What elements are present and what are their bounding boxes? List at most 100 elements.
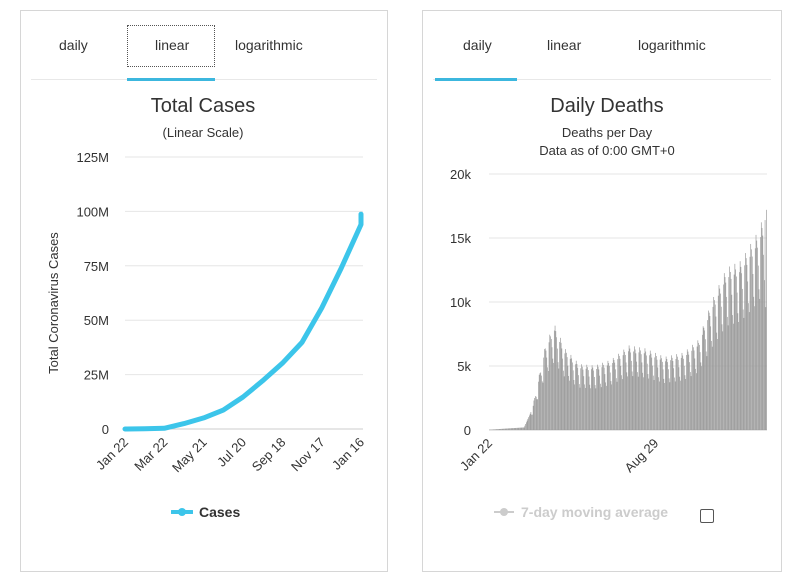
daily-deaths-bar (628, 345, 630, 430)
daily-deaths-bar (621, 379, 623, 430)
daily-deaths-bar (668, 378, 670, 430)
tab-linear[interactable]: linear (547, 37, 582, 53)
daily-deaths-bar (509, 428, 511, 430)
daily-deaths-bar (547, 367, 548, 430)
daily-deaths-bar (719, 288, 721, 430)
tab-linear[interactable]: linear (155, 37, 190, 53)
daily-deaths-bar (689, 362, 690, 430)
y-tick-label: 5k (457, 359, 471, 374)
daily-deaths-bar (598, 369, 600, 430)
daily-deaths-bar (556, 348, 558, 430)
daily-deaths-bar (521, 427, 523, 430)
y-tick-label: 50M (84, 313, 109, 328)
daily-deaths-bar (610, 381, 612, 430)
daily-deaths-bar (671, 355, 672, 430)
daily-deaths-bar (661, 358, 662, 430)
daily-deaths-bar (717, 339, 718, 430)
chart-title: Daily Deaths (550, 95, 663, 117)
daily-deaths-bar (577, 367, 579, 430)
x-tick-label: Nov 17 (288, 435, 328, 475)
daily-deaths-bar (725, 282, 727, 430)
tab-logarithmic[interactable]: logarithmic (638, 37, 706, 53)
daily-deaths-bar (569, 358, 571, 430)
daily-deaths-bar (649, 355, 650, 430)
daily-deaths-bar (750, 243, 752, 430)
daily-deaths-bar (565, 349, 566, 430)
daily-deaths-bar (677, 359, 679, 430)
daily-deaths-bar (757, 247, 758, 430)
daily-deaths-bar (566, 357, 568, 430)
daily-deaths-bar (507, 428, 509, 430)
daily-deaths-bar (649, 350, 651, 430)
daily-deaths-bar (550, 336, 551, 430)
daily-deaths-bar (513, 428, 514, 430)
daily-deaths-bar (735, 269, 736, 430)
daily-deaths-bar (578, 384, 580, 430)
daily-deaths-bar (608, 363, 610, 430)
daily-deaths-bar (596, 369, 597, 430)
daily-deaths-bar (717, 295, 719, 430)
daily-deaths-bar (594, 385, 596, 430)
daily-deaths-bar (512, 428, 514, 430)
daily-deaths-bar (671, 357, 673, 430)
daily-deaths-bar (715, 316, 717, 430)
daily-deaths-bar (558, 368, 560, 430)
daily-deaths-bar (655, 355, 657, 430)
daily-deaths-bar (701, 366, 702, 430)
daily-deaths-bar (702, 326, 704, 430)
daily-deaths-bar (628, 351, 629, 430)
daily-deaths-bar (740, 266, 742, 430)
daily-deaths-bar (556, 337, 557, 430)
chart-subtitle-date: Data as of 0:00 GMT+0 (539, 143, 674, 158)
daily-deaths-bar (747, 281, 749, 430)
tab-daily[interactable]: daily (59, 37, 88, 53)
daily-deaths-bar (751, 249, 752, 430)
y-tick-label: 0 (102, 422, 109, 437)
daily-deaths-bar (665, 361, 666, 430)
daily-deaths-bar (683, 358, 684, 430)
daily-deaths-bar (501, 428, 503, 430)
moving-average-checkbox[interactable] (700, 509, 714, 523)
daily-deaths-bar (500, 428, 502, 430)
daily-deaths-bar (570, 354, 572, 430)
daily-deaths-bar (546, 357, 548, 430)
daily-deaths-bar (615, 378, 617, 430)
total-cases-panel: daily linear logarithmic 0 25M 50M 75M 100M 1… (20, 10, 388, 572)
x-tick-label: Jan 22 (93, 435, 131, 473)
daily-deaths-bar (684, 375, 686, 430)
daily-deaths-bar (670, 360, 671, 430)
daily-deaths-bar (695, 373, 697, 430)
daily-deaths-bar (599, 375, 600, 430)
tab-daily[interactable]: daily (463, 37, 492, 53)
daily-deaths-bar (653, 380, 655, 430)
daily-deaths-bar (749, 256, 751, 430)
daily-deaths-bar (634, 349, 636, 430)
daily-deaths-bar (621, 375, 622, 430)
daily-deaths-bar (536, 399, 538, 430)
daily-deaths-bar (675, 359, 677, 430)
daily-deaths-bar (552, 358, 554, 430)
legend-marker-icon (494, 508, 514, 516)
daily-deaths-bar (523, 427, 525, 430)
daily-deaths-bar (492, 429, 494, 430)
daily-deaths-bar (495, 429, 497, 430)
daily-deaths-bar (591, 365, 593, 430)
daily-deaths-bar (516, 427, 518, 430)
daily-deaths-bar (723, 284, 724, 430)
cases-legend[interactable]: Cases (171, 504, 240, 520)
daily-deaths-bar (699, 352, 701, 430)
daily-deaths-bar (688, 354, 690, 430)
daily-deaths-bar (619, 358, 621, 430)
daily-deaths-bar (539, 373, 541, 430)
tab-logarithmic[interactable]: logarithmic (235, 37, 303, 53)
daily-deaths-bar (687, 351, 689, 430)
moving-average-legend[interactable]: 7-day moving average (493, 504, 668, 520)
daily-deaths-bar (547, 371, 549, 430)
left-tab-bar: daily linear logarithmic (31, 21, 377, 81)
daily-deaths-bar (650, 353, 652, 430)
daily-deaths-bar (625, 362, 627, 430)
daily-deaths-bar (763, 280, 765, 430)
daily-deaths-bar (729, 271, 731, 430)
daily-deaths-bar (683, 365, 685, 430)
daily-deaths-bar (640, 354, 642, 430)
